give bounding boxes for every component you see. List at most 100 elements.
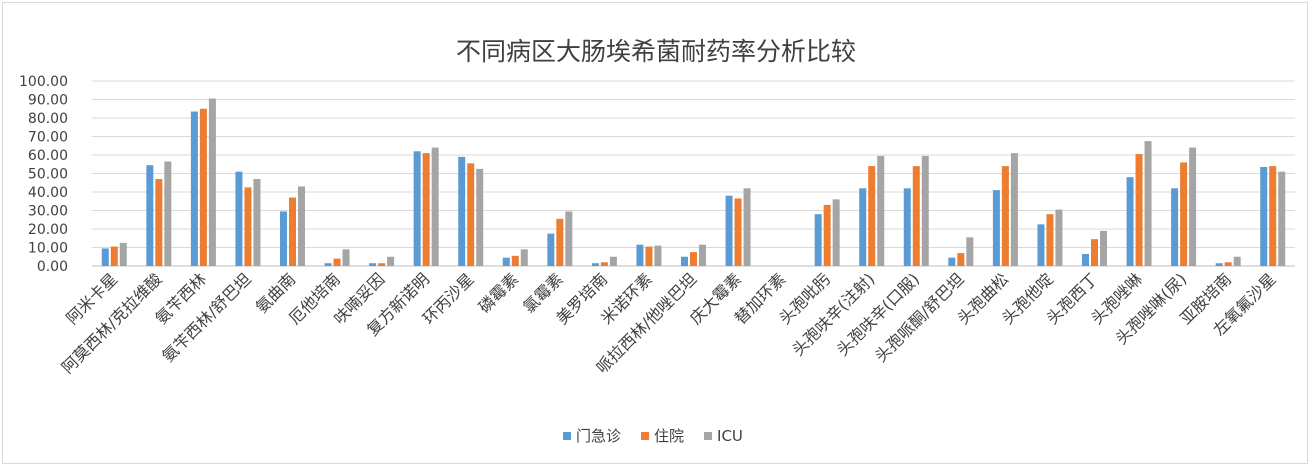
gridlines <box>92 80 1295 267</box>
bar <box>565 211 573 266</box>
y-tick-label: 80.00 <box>28 111 68 127</box>
bar <box>1144 141 1152 266</box>
bar <box>1269 166 1277 266</box>
bar <box>190 111 198 267</box>
chart-title: 不同病区大肠埃希菌耐药率分析比较 <box>456 37 856 66</box>
bar <box>280 211 287 266</box>
bar <box>547 233 555 266</box>
bar <box>743 188 751 266</box>
bar <box>832 199 840 266</box>
bar <box>1278 171 1286 266</box>
bar <box>199 108 207 266</box>
bar <box>101 248 109 266</box>
bar <box>119 242 127 266</box>
bar <box>734 198 742 266</box>
bar <box>1091 239 1098 266</box>
bar <box>1082 253 1089 266</box>
bar <box>1260 167 1268 266</box>
bar <box>1055 209 1063 266</box>
bar <box>378 263 386 266</box>
bar <box>966 237 974 266</box>
legend-label: 门急诊 <box>576 427 621 445</box>
y-tick-label: 20.00 <box>28 222 68 238</box>
bar <box>467 163 475 266</box>
bar <box>422 153 430 266</box>
legend: 门急诊 住院 ICU <box>563 427 743 445</box>
bar <box>1189 147 1197 266</box>
bar <box>912 166 920 266</box>
bar <box>208 98 216 266</box>
x-axis-ticks: 阿米卡星阿莫西林/克拉维酸氨苄西林氨苄西林/舒巴坦氨曲南厄他培南呋喃妥因复方新诺… <box>58 269 1280 377</box>
bar <box>591 263 599 266</box>
bar <box>636 244 644 266</box>
bar <box>155 179 163 266</box>
bar <box>859 188 867 266</box>
bar <box>1135 154 1143 266</box>
bar <box>289 197 296 266</box>
bar <box>654 245 662 266</box>
bar <box>868 166 876 266</box>
bar <box>957 253 965 266</box>
bar <box>333 258 341 266</box>
y-tick-label: 0.00 <box>37 259 68 275</box>
y-tick-label: 10.00 <box>28 241 68 257</box>
bar <box>645 246 653 266</box>
legend-label: ICU <box>717 427 743 445</box>
bar <box>1046 214 1054 266</box>
bar <box>814 214 822 266</box>
bar <box>502 257 510 266</box>
bar <box>948 257 956 266</box>
bar <box>992 190 1000 266</box>
bar <box>1001 166 1009 266</box>
bar <box>413 151 421 266</box>
bar <box>1100 230 1107 266</box>
bar <box>681 256 688 266</box>
bar <box>511 255 519 266</box>
bar <box>556 218 564 266</box>
bar <box>369 263 377 266</box>
bar <box>1224 262 1232 266</box>
bar <box>1180 162 1188 266</box>
legend-swatch <box>704 432 713 440</box>
bar <box>387 256 395 266</box>
bar <box>458 156 466 266</box>
bar <box>342 249 350 266</box>
y-tick-label: 60.00 <box>28 148 68 164</box>
bar <box>1010 153 1018 266</box>
bar <box>298 186 305 266</box>
bar <box>1215 263 1223 266</box>
bar <box>725 195 733 266</box>
y-tick-label: 50.00 <box>28 167 68 183</box>
bar <box>520 249 528 266</box>
y-tick-label: 40.00 <box>28 185 68 201</box>
y-tick-label: 70.00 <box>28 130 68 146</box>
bar <box>1233 256 1241 266</box>
bar <box>244 187 252 266</box>
bar <box>431 147 439 266</box>
bar <box>609 256 617 266</box>
legend-label: 住院 <box>654 427 684 445</box>
bar <box>1037 224 1045 266</box>
y-axis-ticks: 0.00 10.00 20.00 30.00 40.00 50.00 60.00 70.00 8… <box>19 74 68 275</box>
bar <box>823 204 831 266</box>
bar <box>110 246 118 266</box>
y-tick-label: 30.00 <box>28 204 68 220</box>
bar <box>476 168 484 266</box>
bar <box>164 161 172 266</box>
legend-swatch <box>563 432 571 440</box>
bar <box>877 155 885 266</box>
x-tick-label: 磷霉素 <box>475 269 522 316</box>
bar <box>324 263 332 266</box>
bar <box>903 188 911 266</box>
bar <box>235 171 243 266</box>
bars <box>101 98 1286 267</box>
legend-swatch <box>641 432 650 440</box>
bar <box>699 244 706 266</box>
bar <box>146 165 154 266</box>
bar <box>1171 188 1179 266</box>
y-tick-label: 100.00 <box>19 74 68 90</box>
bar <box>921 155 929 266</box>
bar <box>1126 177 1134 266</box>
